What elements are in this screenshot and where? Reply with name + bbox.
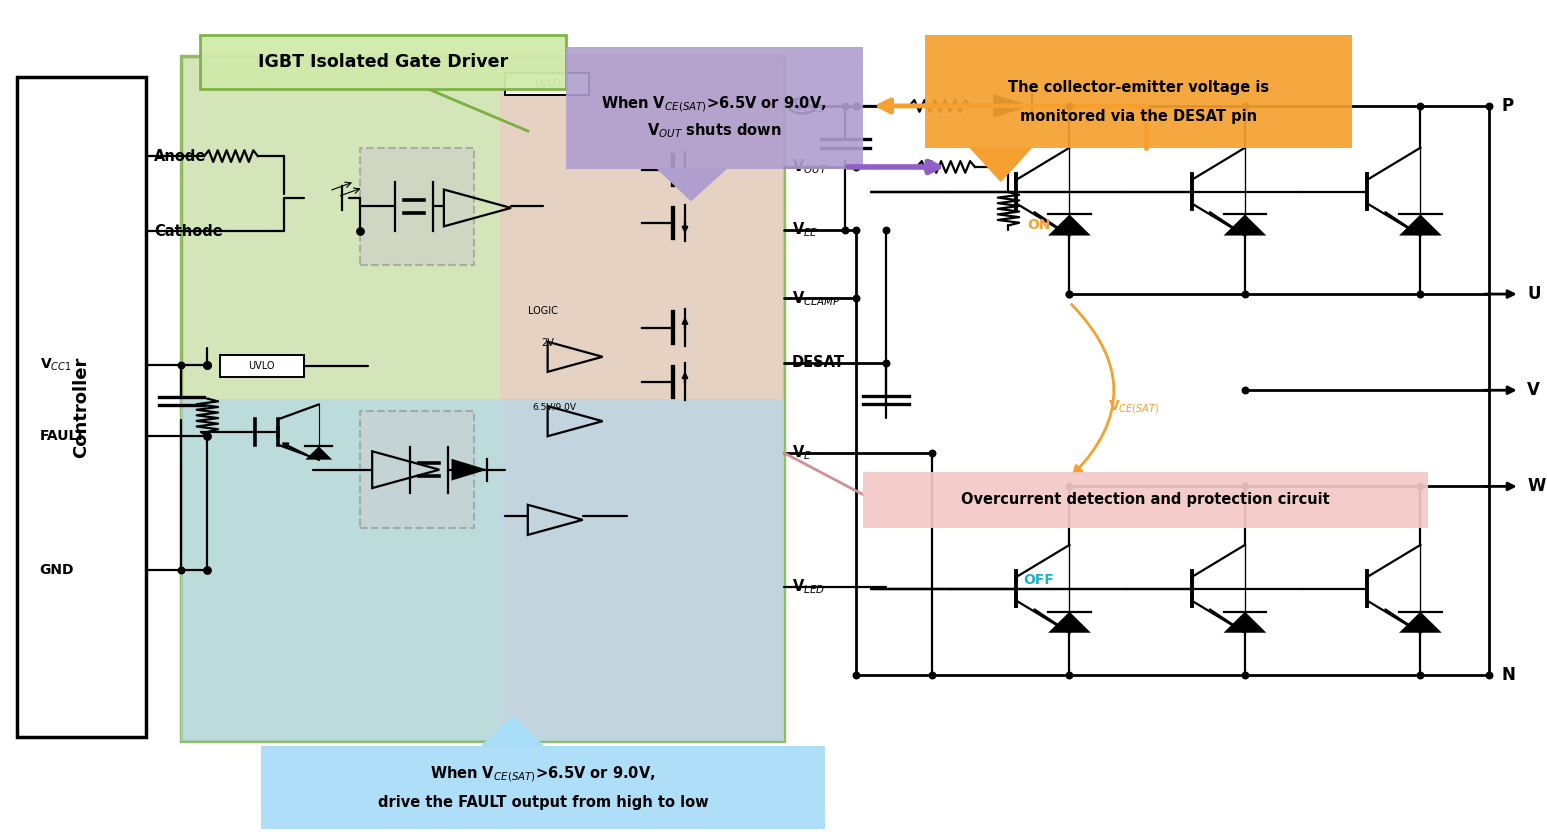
Polygon shape bbox=[970, 148, 1032, 181]
Point bbox=[1233, 480, 1258, 493]
Text: Cathode: Cathode bbox=[155, 224, 223, 239]
Point bbox=[195, 430, 220, 443]
Text: Anode: Anode bbox=[155, 149, 206, 164]
Point bbox=[996, 160, 1021, 174]
Polygon shape bbox=[657, 169, 726, 201]
Point bbox=[1057, 668, 1081, 681]
Text: IGBT Isolated Gate Driver: IGBT Isolated Gate Driver bbox=[258, 53, 507, 70]
Text: GND: GND bbox=[40, 563, 74, 577]
Text: V$_{OUT}$ shuts down: V$_{OUT}$ shuts down bbox=[647, 122, 781, 140]
Point bbox=[920, 446, 945, 460]
Text: DESAT: DESAT bbox=[792, 355, 845, 370]
Point bbox=[874, 223, 899, 237]
Point bbox=[832, 223, 857, 237]
Text: V$_{EE}$: V$_{EE}$ bbox=[792, 221, 818, 239]
Text: V$_{CC1}$: V$_{CC1}$ bbox=[40, 357, 71, 373]
Text: N: N bbox=[1501, 665, 1515, 684]
Text: OFF: OFF bbox=[1024, 574, 1055, 587]
Text: LOGIC: LOGIC bbox=[528, 305, 558, 315]
Point bbox=[1057, 287, 1081, 300]
Polygon shape bbox=[452, 459, 487, 481]
FancyBboxPatch shape bbox=[863, 472, 1428, 529]
Point bbox=[874, 356, 899, 369]
Text: V$_{LED}$: V$_{LED}$ bbox=[792, 577, 825, 596]
Point bbox=[989, 99, 1013, 112]
Text: 2V: 2V bbox=[541, 337, 554, 347]
Point bbox=[195, 563, 220, 576]
Text: W: W bbox=[1527, 477, 1545, 495]
Point bbox=[1477, 99, 1502, 112]
FancyBboxPatch shape bbox=[181, 55, 784, 742]
Point bbox=[843, 99, 868, 112]
FancyBboxPatch shape bbox=[925, 35, 1352, 148]
Text: Controller: Controller bbox=[71, 357, 90, 457]
Point bbox=[1408, 480, 1433, 493]
Point bbox=[843, 668, 868, 681]
Text: drive the FAULT output from high to low: drive the FAULT output from high to low bbox=[377, 795, 709, 810]
Text: ON: ON bbox=[1027, 218, 1050, 232]
Text: V$_{CLAMP}$: V$_{CLAMP}$ bbox=[792, 289, 840, 308]
Text: P: P bbox=[1501, 97, 1513, 115]
Polygon shape bbox=[1398, 612, 1442, 633]
Polygon shape bbox=[1049, 612, 1091, 633]
Point bbox=[1408, 668, 1433, 681]
Point bbox=[843, 223, 868, 237]
Point bbox=[1233, 668, 1258, 681]
Point bbox=[169, 358, 193, 372]
FancyBboxPatch shape bbox=[261, 746, 826, 829]
FancyBboxPatch shape bbox=[200, 35, 566, 89]
Point bbox=[843, 99, 868, 112]
Point bbox=[920, 668, 945, 681]
Point bbox=[169, 563, 193, 576]
Point bbox=[1057, 480, 1081, 493]
Polygon shape bbox=[483, 717, 543, 746]
Text: V$_{CC2}$: V$_{CC2}$ bbox=[792, 96, 825, 115]
Polygon shape bbox=[1049, 215, 1091, 236]
Point bbox=[1233, 383, 1258, 397]
Text: V$_{CE(SAT)}$: V$_{CE(SAT)}$ bbox=[1108, 398, 1159, 416]
Text: 6.5V/9.0V: 6.5V/9.0V bbox=[532, 403, 577, 411]
Point bbox=[1408, 287, 1433, 300]
Point bbox=[195, 358, 220, 372]
FancyBboxPatch shape bbox=[360, 411, 475, 529]
Text: monitored via the DESAT pin: monitored via the DESAT pin bbox=[1019, 109, 1256, 124]
Text: UVLO: UVLO bbox=[249, 361, 275, 371]
FancyBboxPatch shape bbox=[500, 55, 784, 742]
Point bbox=[348, 225, 373, 238]
Point bbox=[1057, 99, 1081, 112]
FancyBboxPatch shape bbox=[504, 73, 589, 95]
Text: When V$_{CE(SAT)}$>6.5V or 9.0V,: When V$_{CE(SAT)}$>6.5V or 9.0V, bbox=[602, 95, 826, 114]
Point bbox=[195, 358, 220, 372]
Point bbox=[843, 291, 868, 305]
FancyBboxPatch shape bbox=[566, 47, 863, 169]
Polygon shape bbox=[993, 94, 1032, 117]
Polygon shape bbox=[1224, 612, 1267, 633]
FancyBboxPatch shape bbox=[17, 76, 147, 737]
Point bbox=[1233, 287, 1258, 300]
Text: V$_{OUT}$: V$_{OUT}$ bbox=[792, 158, 828, 176]
Text: When V$_{CE(SAT)}$>6.5V or 9.0V,: When V$_{CE(SAT)}$>6.5V or 9.0V, bbox=[430, 764, 656, 784]
Point bbox=[1408, 99, 1433, 112]
Point bbox=[1477, 668, 1502, 681]
Polygon shape bbox=[305, 446, 333, 460]
Polygon shape bbox=[1224, 215, 1267, 236]
FancyBboxPatch shape bbox=[220, 355, 303, 377]
Point bbox=[832, 99, 857, 112]
Point bbox=[1057, 287, 1081, 300]
Text: V$_E$: V$_E$ bbox=[792, 444, 812, 462]
FancyBboxPatch shape bbox=[360, 148, 475, 265]
Text: The collector-emitter voltage is: The collector-emitter voltage is bbox=[1007, 80, 1269, 95]
Text: Overcurrent detection and protection circuit: Overcurrent detection and protection cir… bbox=[961, 492, 1330, 508]
FancyBboxPatch shape bbox=[181, 399, 784, 742]
Point bbox=[1233, 99, 1258, 112]
Text: U: U bbox=[1527, 285, 1541, 303]
Text: V: V bbox=[1527, 381, 1541, 399]
Text: UVLO: UVLO bbox=[534, 79, 560, 89]
Polygon shape bbox=[1398, 215, 1442, 236]
Text: FAULT: FAULT bbox=[40, 430, 85, 443]
Point bbox=[843, 160, 868, 174]
